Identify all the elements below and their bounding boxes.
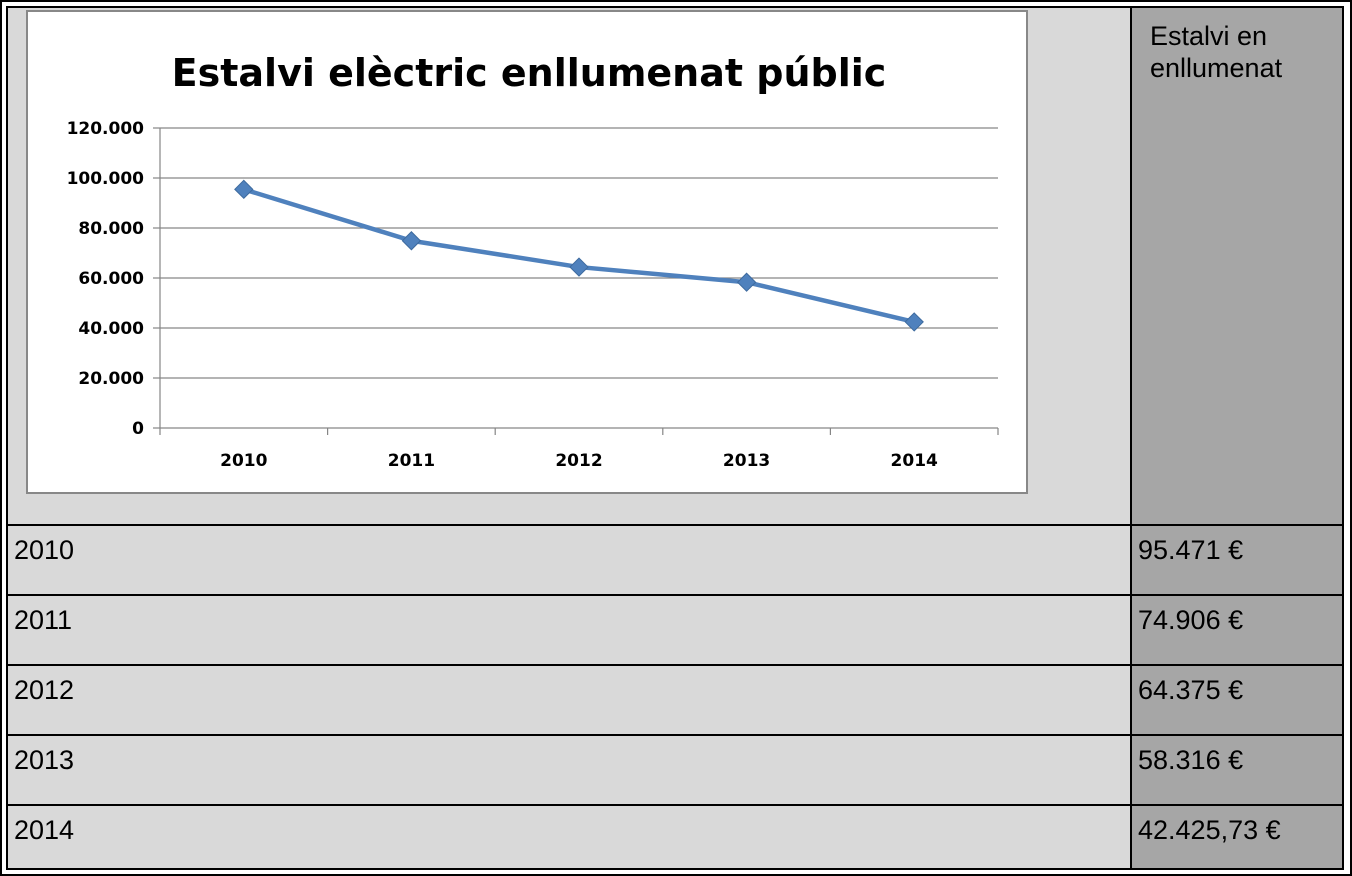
table-row-year: 2013 [8, 736, 1130, 804]
row-value-2014: 42.425,73 € [1138, 815, 1281, 845]
y-tick-label: 120.000 [67, 119, 145, 139]
table-row-value: 74.906 € [1132, 596, 1344, 664]
y-tick-label: 80.000 [78, 219, 144, 239]
row-year-2010: 2010 [14, 535, 75, 565]
row-value-2013: 58.316 € [1138, 745, 1244, 775]
data-point [569, 257, 589, 277]
x-tick-label: 2011 [388, 451, 435, 471]
x-tick-label: 2010 [220, 451, 267, 471]
data-point [736, 272, 757, 292]
table-divider [8, 664, 1344, 666]
table-row-value: 64.375 € [1132, 666, 1344, 734]
table-divider [8, 804, 1344, 806]
table-row-year: 2012 [8, 666, 1130, 734]
chart-plot: 0 20.000 40.000 60.000 80.000 100.000 120.000 2… [67, 119, 999, 471]
row-year-2014: 2014 [14, 815, 75, 845]
table-divider [8, 524, 1344, 526]
table-row-value: 42.425,73 € [1132, 806, 1344, 870]
table-row-year: 2011 [8, 596, 1130, 664]
row-value-2011: 74.906 € [1138, 605, 1244, 635]
y-tick-label: 20.000 [78, 369, 144, 389]
data-point [401, 231, 422, 251]
chart-title: Estalvi elèctric enllumenat públic [171, 51, 887, 95]
row-year-2012: 2012 [14, 675, 75, 705]
row-value-2012: 64.375 € [1138, 675, 1244, 705]
row-year-2011: 2011 [14, 605, 73, 635]
header-cell: Estalvi en enllumenat [1132, 8, 1344, 524]
x-tick-label: 2013 [723, 451, 770, 471]
table-row-year: 2010 [8, 526, 1130, 594]
y-tick-label: 40.000 [78, 319, 144, 339]
table-row-year: 2014 [8, 806, 1130, 870]
table-inner-border [6, 6, 1344, 870]
table-divider [8, 594, 1344, 596]
line-chart: Estalvi elèctric enllumenat públic 0 20.0… [26, 10, 1028, 494]
column-divider [1130, 8, 1132, 870]
y-tick-label: 0 [132, 419, 144, 439]
x-tick-label: 2012 [555, 451, 602, 471]
y-tick-label: 100.000 [67, 169, 145, 189]
row-year-2013: 2013 [14, 745, 75, 775]
data-point [234, 179, 254, 200]
data-point [904, 312, 924, 332]
x-tick-label: 2014 [891, 451, 938, 471]
table-row-value: 58.316 € [1132, 736, 1344, 804]
y-tick-label: 60.000 [78, 269, 144, 289]
series-line [243, 187, 915, 325]
table-header: Estalvi en enllumenat [1150, 21, 1283, 83]
row-value-2010: 95.471 € [1138, 535, 1244, 565]
table-divider [8, 734, 1344, 736]
table-row-value: 95.471 € [1132, 526, 1344, 594]
